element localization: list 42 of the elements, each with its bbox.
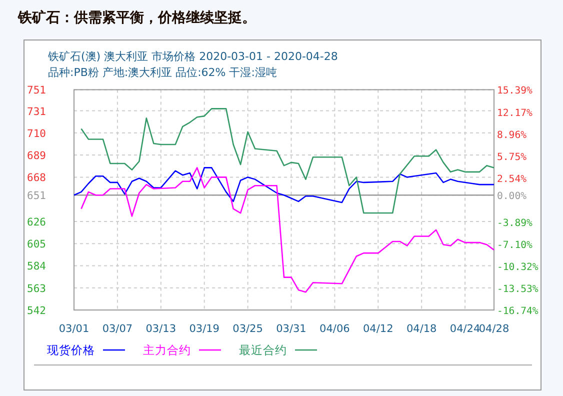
x-tick-label: 03/19 [189, 323, 220, 335]
y2-tick-label: 5.75% [497, 152, 527, 163]
y-tick-label: 626 [27, 216, 46, 228]
text: 品种:PB粉 产地:澳大利亚 品位:62% 干湿:湿吨 [48, 66, 277, 79]
legend-label: 最近合约 [239, 343, 287, 357]
y-tick-label: 605 [27, 238, 46, 251]
line-series [80, 167, 495, 293]
y-tick-label: 751 [27, 84, 46, 97]
x-tick-label: 04/24 [450, 323, 480, 335]
y-tick-label: 668 [27, 172, 46, 184]
line-series [73, 167, 495, 204]
x-tick-label: 03/13 [146, 323, 176, 335]
y2-tick-label: -16.74% [497, 306, 538, 317]
x-tick-label: 04/06 [320, 323, 350, 335]
x-tick-label: 03/07 [102, 323, 133, 335]
y2-tick-label: 12.17% [497, 108, 532, 119]
y-tick-label: 651 [27, 190, 46, 202]
y2-tick-label: 2.54% [497, 174, 527, 185]
y2-tick-label: 15.39% [497, 86, 532, 97]
y2-tick-label: 0.00% [497, 191, 527, 202]
x-tick-label: 03/25 [232, 323, 263, 335]
chart-title: 铁矿石：供需紧平衡，价格继续坚挺。 [17, 9, 256, 26]
chart-subtitle: 铁矿石(澳) 澳大利亚 市场价格 2020-03-01 - 2020-04-28 [47, 50, 338, 63]
x-tick-label: 04/28 [478, 323, 510, 335]
x-tick-label: 03/31 [276, 323, 306, 335]
line-series [80, 108, 495, 214]
y-tick-label: 689 [27, 150, 46, 162]
x-tick-label: 04/12 [363, 323, 394, 335]
y2-tick-label: -7.10% [497, 240, 532, 251]
y2-tick-label: -10.32% [497, 262, 538, 273]
x-tick-label: 03/01 [58, 323, 90, 335]
legend-label: 现货价格 [47, 343, 95, 357]
y-tick-label: 584 [27, 260, 46, 273]
y-tick-label: 563 [27, 282, 46, 295]
y-tick-label: 731 [27, 106, 46, 118]
y2-tick-label: 8.96% [497, 130, 527, 141]
y2-tick-label: -13.53% [497, 284, 538, 295]
x-tick-label: 04/18 [406, 323, 437, 335]
y-tick-label: 542 [27, 305, 46, 317]
legend-label: 主力合约 [143, 343, 191, 357]
y-tick-label: 710 [27, 128, 46, 140]
y2-tick-label: -3.89% [497, 218, 532, 229]
